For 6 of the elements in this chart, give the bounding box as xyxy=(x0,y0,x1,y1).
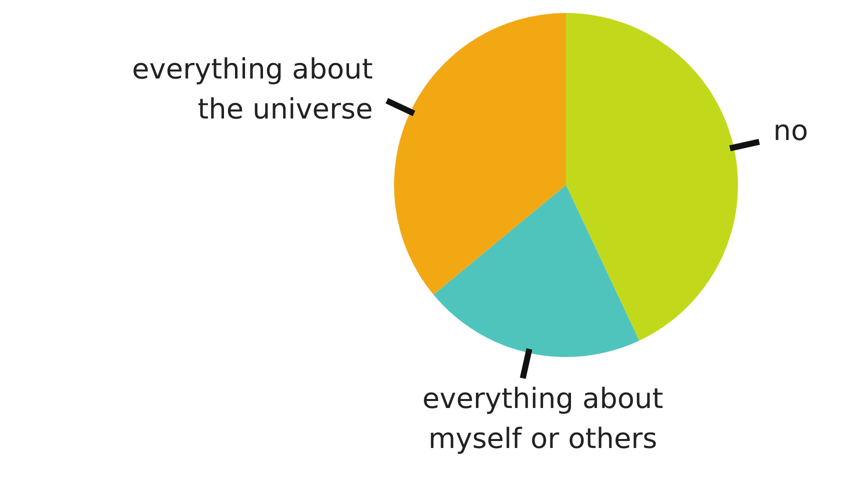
slice-label: no xyxy=(773,114,808,147)
pie-slice xyxy=(394,13,566,295)
slice-label: everything about the universe xyxy=(132,52,373,126)
pie-slice xyxy=(566,13,738,341)
slice-label: everything about myself or others xyxy=(422,382,664,456)
pie-slice xyxy=(433,185,640,357)
